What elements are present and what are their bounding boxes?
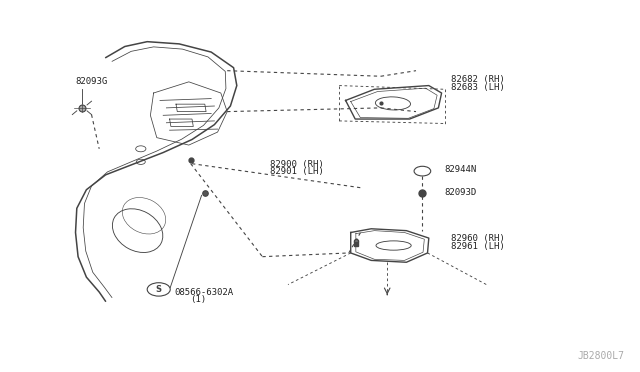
Text: JB2800L7: JB2800L7 [577,351,624,361]
Text: 82944N: 82944N [445,165,477,174]
Text: S: S [156,285,162,294]
Text: 82682 (RH): 82682 (RH) [451,76,505,84]
Text: 82683 (LH): 82683 (LH) [451,83,505,92]
Text: 82900 (RH): 82900 (RH) [270,160,324,169]
Text: 82901 (LH): 82901 (LH) [270,167,324,176]
Text: 82961 (LH): 82961 (LH) [451,242,505,251]
Text: 08566-6302A: 08566-6302A [174,288,233,296]
Text: 82960 (RH): 82960 (RH) [451,234,505,243]
Text: 82093G: 82093G [76,77,108,86]
Text: 82093D: 82093D [445,188,477,197]
Text: (1): (1) [190,295,206,304]
